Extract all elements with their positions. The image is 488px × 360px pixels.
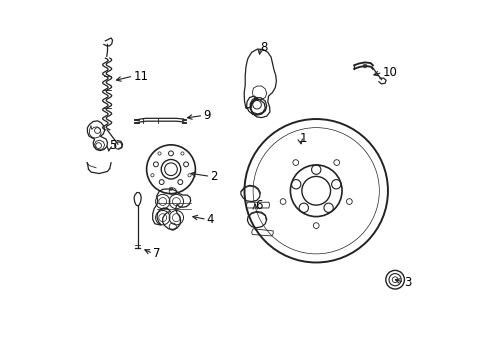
Text: 4: 4 [206,213,214,226]
Text: 9: 9 [203,109,210,122]
Text: 5: 5 [109,139,117,152]
Text: 8: 8 [260,41,267,54]
Text: 6: 6 [255,199,262,212]
Text: 10: 10 [382,66,397,79]
Text: 1: 1 [300,132,307,145]
Text: 2: 2 [210,170,218,183]
Text: 7: 7 [153,247,160,260]
Text: 3: 3 [403,276,410,289]
Text: 11: 11 [133,69,148,82]
